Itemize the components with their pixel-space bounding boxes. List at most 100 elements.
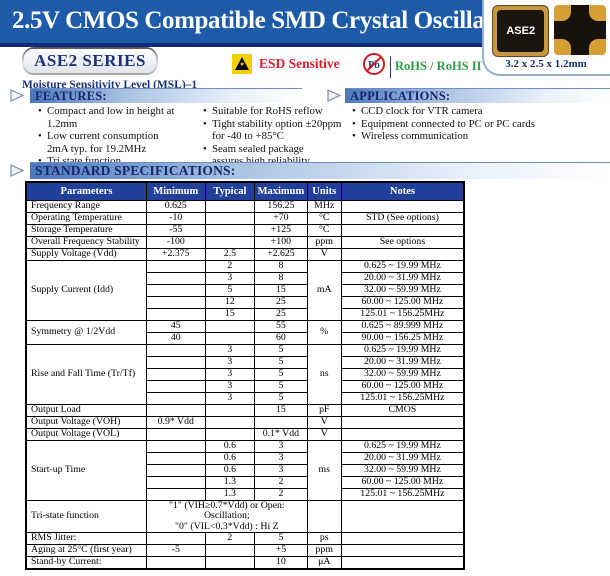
spec-row: Output Voltage (VOH) 0.9* Vdd V <box>25 416 465 429</box>
spec-row: 3 8 20.00 ~ 31.99 MHz <box>26 272 465 285</box>
feature-item: • Compact and low in height at 1.2mm <box>38 105 200 130</box>
spec-cell: See options <box>340 236 465 249</box>
features-heading-bar: FEATURES: <box>30 88 302 103</box>
spec-cell: V <box>306 428 342 441</box>
spec-cell: 1.3 <box>204 488 256 501</box>
spec-row: Tri-state function "1" (VIH≥0.7*Vdd) or O… <box>25 500 465 533</box>
spec-cell: 15 <box>254 284 308 297</box>
spec-cell <box>145 428 206 441</box>
banner-underline <box>0 43 484 47</box>
spec-cell: ps <box>306 531 342 545</box>
spec-cell: Overall Frequency Stability <box>25 236 147 249</box>
col-header-units: Units <box>306 181 342 201</box>
spec-cell: MHz <box>306 200 342 213</box>
spec-cell <box>145 464 206 477</box>
spec-cell <box>145 368 206 381</box>
applications-heading: APPLICATIONS: <box>350 88 451 103</box>
esd-warning-icon <box>232 54 252 74</box>
spec-row: Stand-by Current: 10 μA <box>25 555 465 570</box>
spec-cell <box>204 416 256 429</box>
spec-cell: +2.625 <box>254 248 308 261</box>
spec-cell: 125.01 ~ 156.25MHz <box>340 488 465 501</box>
spec-cell: 25 <box>254 296 308 309</box>
spec-cell: 3 <box>254 452 308 465</box>
spec-cell: 0.6 <box>204 440 256 453</box>
spec-cell <box>145 260 206 273</box>
spec-cell: +5 <box>254 543 308 557</box>
spec-cell: ppm <box>306 236 342 249</box>
series-name: ASE2 SERIES <box>24 49 156 73</box>
spec-cell: -55 <box>145 224 206 237</box>
spec-cell: +125 <box>254 224 308 237</box>
spec-cell: 60 <box>254 332 308 345</box>
spec-cell <box>204 404 256 417</box>
spec-cell: CMOS <box>340 404 465 417</box>
spec-cell <box>145 452 206 465</box>
feature-item: • Tight stability option ±20ppm for -40 t… <box>203 118 348 143</box>
spec-cell: 60.00 ~ 125.00 MHz <box>340 296 465 309</box>
spec-cell: ppm <box>306 543 342 557</box>
spec-cell: 0.625 ~ 19.99 MHz <box>340 440 465 453</box>
spec-cell: 15 <box>204 308 256 321</box>
spec-row: Symmetry @ 1/2Vdd 45 55% 0.625 ~ 89.999 MHz <box>25 320 465 345</box>
spec-cell <box>204 236 256 249</box>
spec-cell: 2.5 <box>204 248 256 261</box>
spec-cell <box>145 356 206 369</box>
spec-cell: 0.6 <box>204 464 256 477</box>
spec-cell: +2.375 <box>145 248 206 261</box>
feature-text: Tight stability option ±20ppm for -40 to … <box>212 117 342 143</box>
spec-cell <box>145 476 206 489</box>
pointer-icon <box>10 164 25 177</box>
spec-cell: 8 <box>254 272 308 285</box>
spec-cell <box>145 392 206 405</box>
spec-cell: 8 <box>254 260 308 273</box>
spec-cell: Supply Voltage (Vdd) <box>25 248 147 261</box>
spec-cell: 3 <box>204 392 256 405</box>
spec-cell: 5 <box>254 344 308 357</box>
spec-cell: 156.25 <box>254 200 308 213</box>
spec-cell: 5 <box>254 368 308 381</box>
application-item: • Equipment connected to PC or PC cards <box>352 118 602 131</box>
spec-cell <box>340 500 465 533</box>
solder-pad <box>589 5 606 21</box>
spec-cell: % <box>306 320 342 345</box>
spec-cell: 32.00 ~ 59.99 MHz <box>340 284 465 297</box>
spec-cell <box>204 212 256 225</box>
spec-cell: Output Voltage (VOL) <box>25 428 147 441</box>
spec-cell: Symmetry @ 1/2Vdd <box>25 320 147 345</box>
spec-cell: μA <box>306 555 342 570</box>
spec-cell: 55 <box>254 320 308 333</box>
feature-text: Suitable for RoHS reflow <box>212 105 323 117</box>
bullet-icon: • <box>352 117 356 130</box>
spec-cell: Start-up Time <box>25 440 147 501</box>
feature-item: • Low current consumption 2mA typ. for 19… <box>38 130 200 155</box>
spec-cell: 90.00 ~ 156.25 MHz <box>340 332 465 345</box>
spec-cell: 2 <box>254 488 308 501</box>
spec-cell: 0.625 ~ 19.99 MHz <box>340 344 465 357</box>
spec-cell: 40 <box>145 332 206 345</box>
chip-face <box>497 10 545 52</box>
package-image-card: ASE2 3.2 x 2.5 x 1.2mm <box>482 0 610 76</box>
spec-cell: 5 <box>254 356 308 369</box>
applications-heading-bar: APPLICATIONS: <box>345 88 610 103</box>
spec-cell: 3 <box>204 344 256 357</box>
spec-cell: 125.01 ~ 156.25MHz <box>340 392 465 405</box>
oscillator-top-view-image: ASE2 <box>492 5 550 57</box>
spec-cell: +100 <box>254 236 308 249</box>
spec-cell: °C <box>306 212 342 225</box>
spec-cell: mA <box>306 260 342 321</box>
spec-cell: 2 <box>204 531 256 545</box>
spec-row: 3 5 20.00 ~ 31.99 MHz <box>26 356 465 369</box>
spec-cell <box>145 531 206 545</box>
spec-row: Output Load 15 pF CMOS <box>25 404 465 417</box>
spec-cell: 60.00 ~ 125.00 MHz <box>340 380 465 393</box>
spec-cell <box>145 296 206 309</box>
spec-cell: °C <box>306 224 342 237</box>
spec-cell <box>204 332 256 345</box>
spec-cell <box>340 543 465 557</box>
specifications-table: Parameters Minimum Typical Maximum Units… <box>25 181 465 570</box>
spec-cell: 0.1* Vdd <box>254 428 308 441</box>
spec-cell <box>145 404 206 417</box>
spec-cell: 2 <box>204 260 256 273</box>
